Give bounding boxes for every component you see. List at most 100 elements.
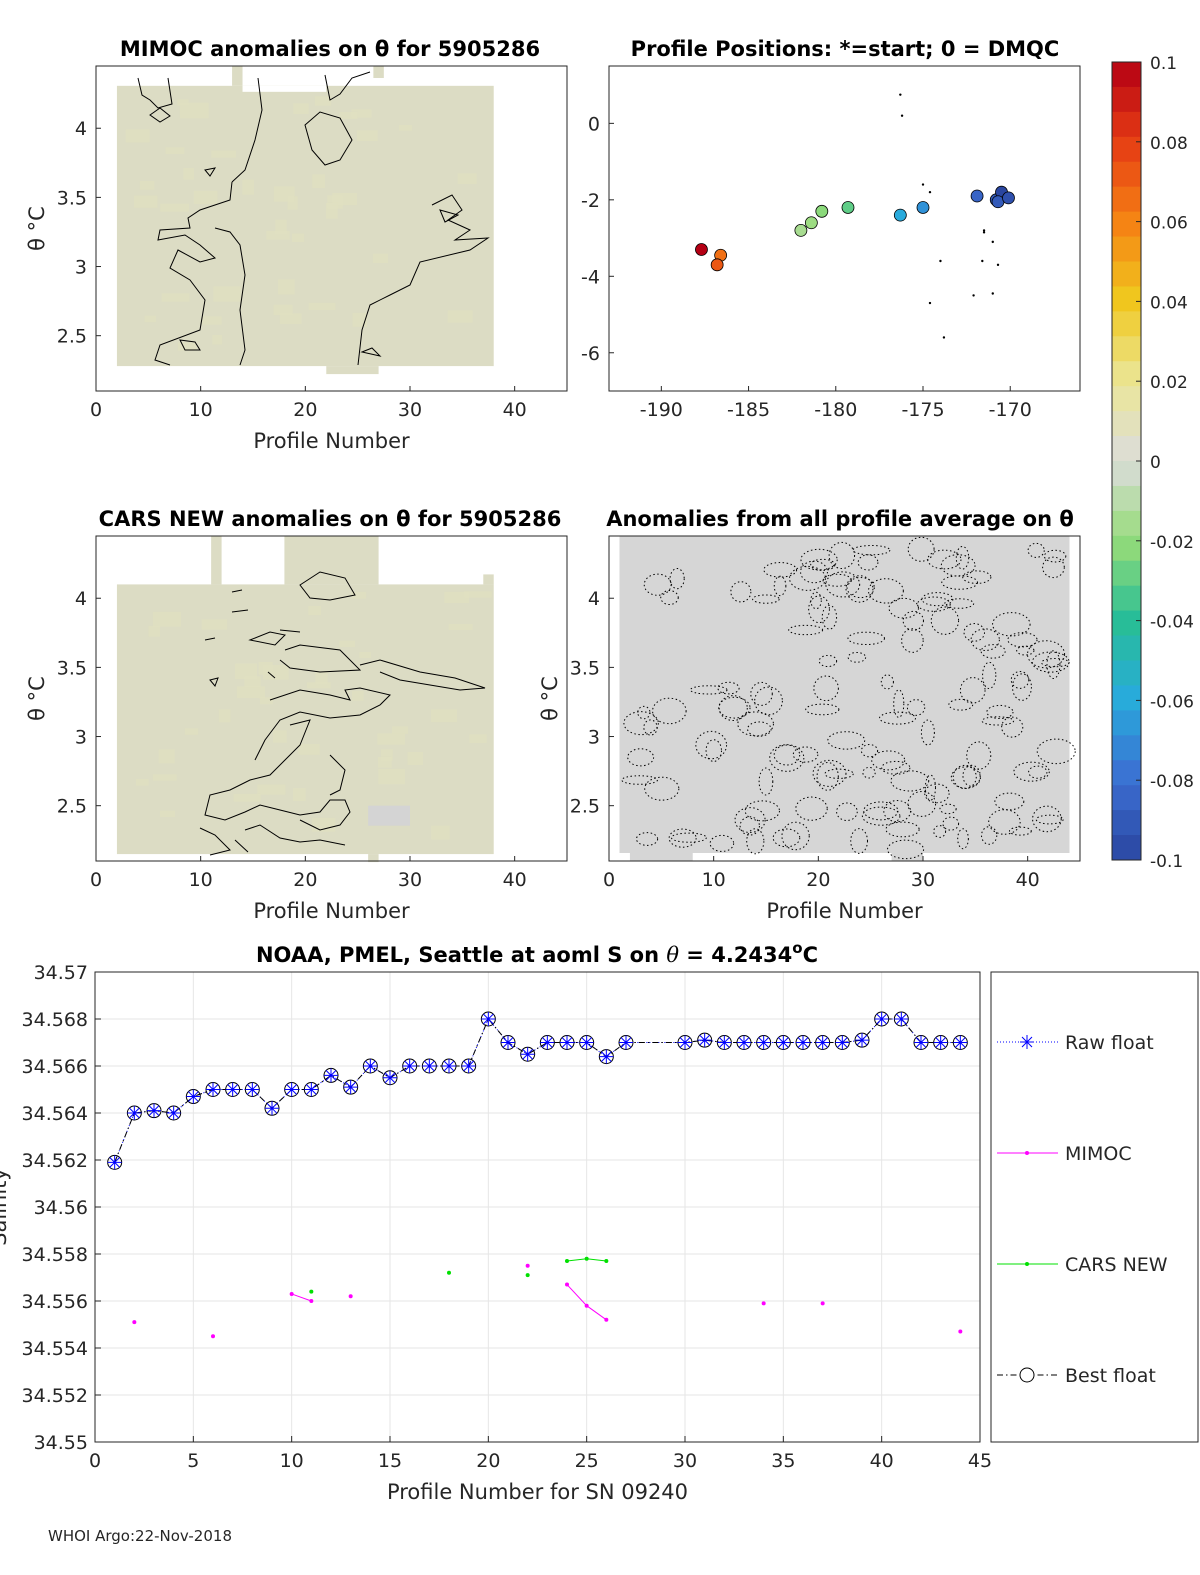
positions-panel: -190 -185 -180 -175 -170 0 -2 -4 -6 Profile Posit… <box>581 37 1081 421</box>
profile-marker <box>900 114 904 117</box>
contour-line <box>199 827 231 856</box>
contour-line <box>652 697 687 725</box>
anomaly-field <box>483 574 494 585</box>
contour-line <box>773 744 801 766</box>
contour-line <box>623 711 659 736</box>
contour-line <box>818 654 838 668</box>
anomaly-cell <box>332 192 358 206</box>
axes-frame <box>95 535 568 862</box>
raw-float-point <box>855 1033 869 1048</box>
contour-line <box>944 598 975 609</box>
anomaly-cell <box>165 147 185 155</box>
colorbar-swatch <box>1112 111 1141 138</box>
contour-line <box>179 339 201 351</box>
colorbar-tick-label: 0.08 <box>1150 134 1188 154</box>
contour-line <box>1046 650 1061 679</box>
raw-float-point <box>953 1035 968 1050</box>
profile-marker <box>991 240 994 244</box>
contour-line <box>907 791 937 817</box>
contour-line <box>1027 640 1066 669</box>
panel-title: NOAA, PMEL, Seattle at aoml S on θ = 4.2… <box>256 939 818 967</box>
anomaly-cell <box>161 293 190 302</box>
x-tick-label: 20 <box>476 1450 500 1472</box>
raw-float-point <box>560 1035 574 1050</box>
profile-marker <box>939 259 942 263</box>
contour-line <box>893 689 905 718</box>
contour-line <box>772 828 801 848</box>
contour-line <box>788 624 824 636</box>
anomaly-cell <box>257 784 286 795</box>
contour-line <box>763 562 798 578</box>
colorbar-swatch <box>1112 785 1141 811</box>
contour-line <box>204 719 351 831</box>
y-tick-label: 34.566 <box>22 1056 88 1078</box>
raw-float-point <box>442 1059 456 1073</box>
contour-line <box>758 767 774 796</box>
colorbar-swatch <box>1112 211 1141 238</box>
contour-line <box>1016 645 1035 656</box>
contour-line <box>660 590 679 606</box>
contour-line <box>439 209 460 223</box>
contour-line <box>773 575 787 597</box>
anomaly-cell <box>351 591 367 599</box>
allavg-panel: 0 10 20 30 40 2.5 3 3.5 4 Profile Number θ °C Anoma… <box>538 507 1081 923</box>
raw-float-point <box>147 1103 161 1118</box>
profile-marker <box>982 229 986 232</box>
contour-line <box>861 806 901 826</box>
axes-frame <box>608 535 1081 862</box>
mimoc-point <box>132 1320 137 1325</box>
mimoc-point <box>348 1294 353 1299</box>
raw-float-point <box>225 1082 240 1097</box>
contour-line <box>795 796 828 821</box>
mimoc-point <box>525 1263 530 1268</box>
raw-float-point <box>422 1059 437 1073</box>
y-tick-label: 3 <box>75 727 87 749</box>
contour-line <box>824 768 854 779</box>
colorbar-tick-label: 0 <box>1150 453 1161 473</box>
anomaly-cell <box>430 709 458 723</box>
raw-float-point <box>874 1012 889 1026</box>
contour-line <box>845 575 874 603</box>
legend-marker <box>1019 1367 1035 1383</box>
y-tick-label: 34.55 <box>34 1432 88 1454</box>
contour-line <box>862 766 876 779</box>
anomaly-cell <box>311 817 336 832</box>
profile-marker <box>899 93 902 96</box>
y-tick-label: 2.5 <box>57 326 87 348</box>
contour-line <box>822 573 853 587</box>
y-tick-label: 34.568 <box>22 1009 88 1031</box>
colorbar-swatch <box>1112 535 1141 562</box>
contour-line <box>920 719 935 746</box>
colorbar-swatch <box>1112 510 1141 537</box>
contour-line <box>734 807 766 833</box>
profile-position-point <box>695 243 708 256</box>
anomaly-cell <box>292 788 306 802</box>
contour-line <box>992 612 1031 637</box>
contour-line <box>204 167 217 177</box>
x-axis-label: Profile Number <box>253 899 410 923</box>
contour-line <box>357 194 490 366</box>
raw-float-point <box>324 1068 338 1083</box>
anomaly-cell <box>218 709 231 723</box>
y-tick-label: 34.552 <box>22 1385 88 1407</box>
raw-float-point <box>363 1059 378 1073</box>
contour-line <box>933 825 947 838</box>
anomaly-cell <box>457 173 477 185</box>
profile-marker <box>928 301 932 305</box>
contour-line <box>921 592 954 607</box>
contour-line <box>850 828 868 854</box>
y-tick-label: 34.554 <box>22 1338 88 1360</box>
y-tick-label: 34.56 <box>34 1197 88 1219</box>
anomaly-cell <box>183 167 195 180</box>
colorbar-swatch <box>1112 336 1141 362</box>
contour-line <box>888 597 919 619</box>
raw-float-point <box>461 1059 476 1073</box>
best-float-line <box>114 1018 961 1163</box>
anomaly-cell <box>273 304 293 316</box>
anomaly-cell <box>407 751 424 766</box>
colorbar-swatch <box>1112 461 1141 487</box>
contour-line <box>1028 765 1048 779</box>
anomaly-cell <box>160 203 190 212</box>
colorbar-tick-label: 0.02 <box>1150 373 1188 393</box>
colorbar-swatch <box>1112 585 1141 612</box>
